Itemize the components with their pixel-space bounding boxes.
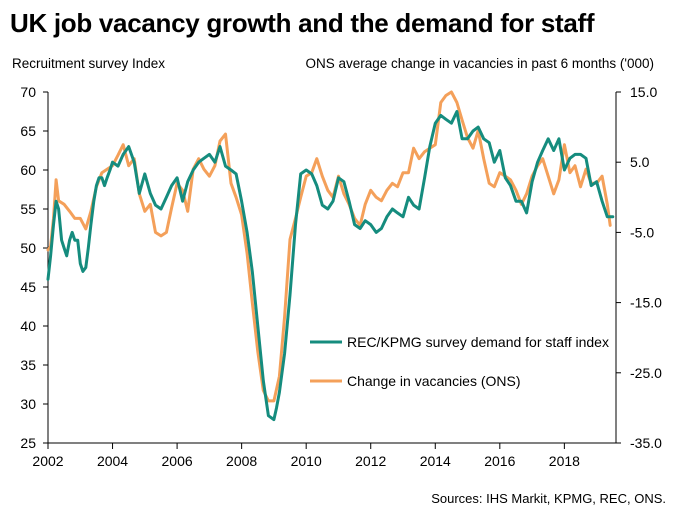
left-y-tick-label: 50 [20,240,36,256]
right-y-tick-label: -5.0 [630,224,654,240]
left-y-tick-label: 25 [20,435,36,451]
right-y-tick-label: 5.0 [630,154,650,170]
x-tick-label: 2016 [484,453,515,469]
left-y-tick-label: 55 [20,201,36,217]
left-y-tick-label: 65 [20,123,36,139]
x-tick-label: 2004 [97,453,128,469]
x-tick-label: 2018 [549,453,580,469]
x-tick-label: 2010 [291,453,322,469]
left-y-tick-label: 45 [20,279,36,295]
left-y-tick-label: 60 [20,162,36,178]
left-y-tick-label: 70 [20,84,36,100]
right-y-tick-label: 15.0 [630,84,657,100]
x-tick-label: 2014 [420,453,451,469]
left-y-tick-label: 40 [20,318,36,334]
x-tick-label: 2002 [32,453,63,469]
x-tick-label: 2012 [355,453,386,469]
x-tick-label: 2006 [162,453,193,469]
x-tick-label: 2008 [226,453,257,469]
source-note: Sources: IHS Markit, KPMG, REC, ONS. [431,491,666,506]
chart-title: UK job vacancy growth and the demand for… [10,8,595,38]
right-y-tick-label: -35.0 [630,435,662,451]
ons-series-line [46,90,612,403]
left-axis-label: Recruitment survey Index [12,56,166,71]
legend-rec-label: REC/KPMG survey demand for staff index [347,334,609,350]
legend-ons-label: Change in vacancies (ONS) [347,373,521,389]
left-y-tick-label: 35 [20,357,36,373]
left-y-tick-label: 30 [20,396,36,412]
right-y-tick-label: -15.0 [630,295,662,311]
right-axis-label: ONS average change in vacancies in past … [305,56,654,71]
right-y-tick-label: -25.0 [630,365,662,381]
rec-series-line [46,110,615,422]
